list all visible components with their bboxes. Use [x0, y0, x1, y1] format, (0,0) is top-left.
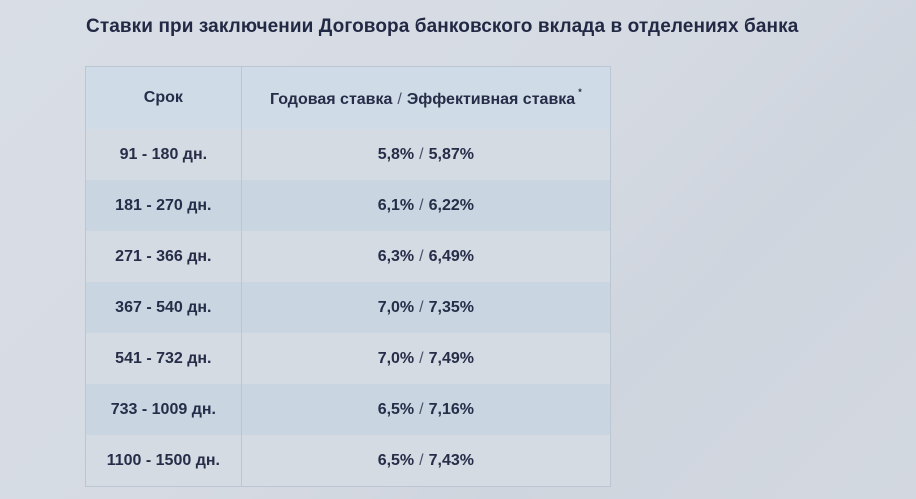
table-row: 181 - 270 дн. 6,1%/6,22% [85, 180, 611, 231]
table-row: 1100 - 1500 дн. 6,5%/7,43% [85, 435, 611, 487]
annual-rate: 7,0% [377, 298, 415, 316]
table-row: 733 - 1009 дн. 6,5%/7,16% [85, 384, 611, 435]
header-effective-rate: Эффективная ставка [406, 91, 576, 108]
rate-separator: / [419, 400, 424, 418]
effective-rate: 7,35% [428, 298, 474, 316]
effective-rate: 7,16% [428, 400, 474, 418]
header-rate: Годовая ставка / Эффективная ставка * [241, 66, 611, 129]
rate-separator: / [419, 196, 424, 214]
table-header: Срок Годовая ставка / Эффективная ставка * [85, 66, 611, 129]
rate-cell: 6,5%/7,43% [241, 435, 611, 487]
annual-rate: 6,5% [377, 451, 415, 469]
table-body: 91 - 180 дн. 5,8%/5,87% 181 - 270 дн. 6,… [85, 129, 611, 487]
table-row: 271 - 366 дн. 6,3%/6,49% [85, 231, 611, 282]
annual-rate: 6,5% [377, 400, 415, 418]
header-annual-rate: Годовая ставка [269, 91, 393, 108]
table-row: 91 - 180 дн. 5,8%/5,87% [85, 129, 611, 180]
term-cell: 367 - 540 дн. [85, 282, 242, 333]
rate-separator: / [419, 145, 424, 163]
effective-rate: 7,49% [428, 349, 474, 367]
rate-cell: 6,3%/6,49% [241, 231, 611, 282]
term-cell: 733 - 1009 дн. [85, 384, 242, 435]
effective-rate: 7,43% [428, 451, 474, 469]
table-row: 367 - 540 дн. 7,0%/7,35% [85, 282, 611, 333]
header-row: Срок Годовая ставка / Эффективная ставка * [85, 66, 611, 129]
term-cell: 271 - 366 дн. [85, 231, 242, 282]
rate-cell: 5,8%/5,87% [241, 129, 611, 180]
term-cell: 181 - 270 дн. [85, 180, 242, 231]
term-cell: 1100 - 1500 дн. [85, 435, 242, 487]
rate-cell: 7,0%/7,49% [241, 333, 611, 384]
rate-cell: 7,0%/7,35% [241, 282, 611, 333]
footnote-marker: * [578, 87, 582, 97]
rate-cell: 6,1%/6,22% [241, 180, 611, 231]
rate-separator: / [419, 349, 424, 367]
rate-cell: 6,5%/7,16% [241, 384, 611, 435]
annual-rate: 7,0% [377, 349, 415, 367]
term-cell: 91 - 180 дн. [85, 129, 242, 180]
page-title: Ставки при заключении Договора банковско… [86, 16, 799, 37]
rates-table: Срок Годовая ставка / Эффективная ставка * … [85, 66, 611, 487]
header-separator: / [397, 91, 402, 108]
annual-rate: 6,1% [377, 196, 415, 214]
table-row: 541 - 732 дн. 7,0%/7,49% [85, 333, 611, 384]
effective-rate: 6,49% [428, 247, 474, 265]
rate-separator: / [419, 298, 424, 316]
annual-rate: 6,3% [377, 247, 415, 265]
annual-rate: 5,8% [377, 145, 415, 163]
header-term: Срок [85, 66, 242, 129]
effective-rate: 6,22% [428, 196, 474, 214]
effective-rate: 5,87% [428, 145, 474, 163]
rate-separator: / [419, 451, 424, 469]
rate-separator: / [419, 247, 424, 265]
term-cell: 541 - 732 дн. [85, 333, 242, 384]
